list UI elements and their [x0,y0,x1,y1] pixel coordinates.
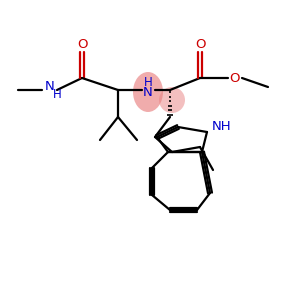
Text: H: H [144,76,152,89]
Text: O: O [195,38,205,52]
Text: N: N [45,80,55,94]
Text: H: H [52,88,62,101]
Ellipse shape [133,72,163,112]
Text: O: O [77,38,87,52]
Text: NH: NH [212,121,232,134]
Circle shape [159,87,185,113]
Text: N: N [143,85,153,98]
Text: O: O [229,71,239,85]
